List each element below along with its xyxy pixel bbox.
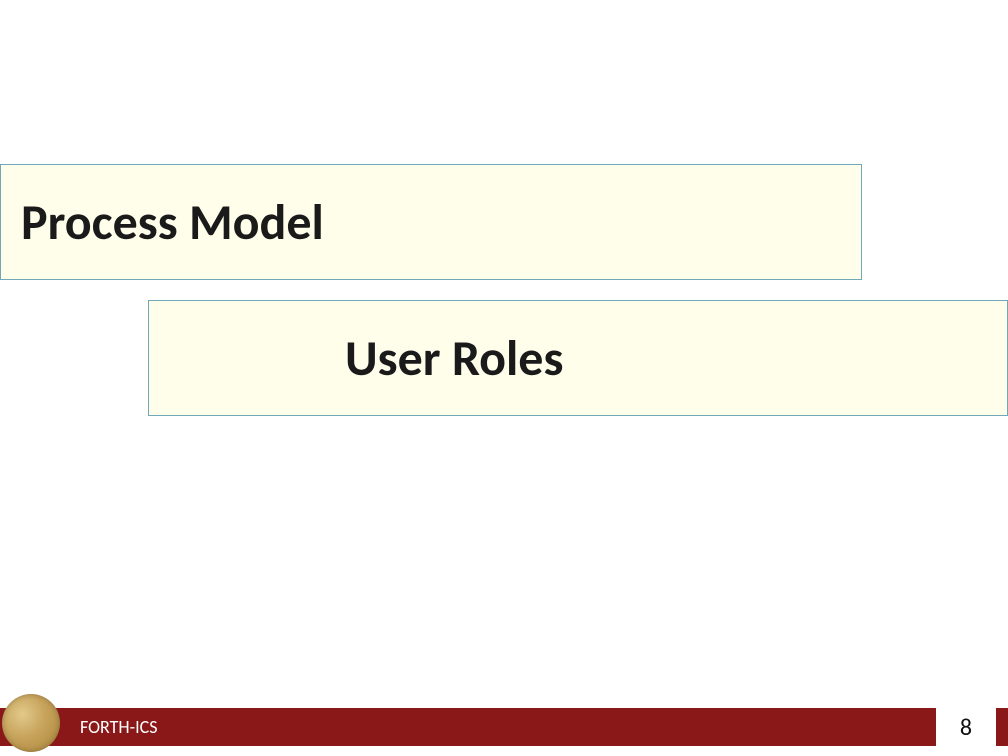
logo-icon [2,694,60,752]
title-box-process-model: Process Model [0,164,862,280]
title-text-process-model: Process Model [21,192,324,253]
page-number-box: 8 [936,708,996,746]
title-text-user-roles: User Roles [345,328,563,389]
footer-bar: FORTH-ICS 8 [0,708,1008,746]
title-box-user-roles: User Roles [148,300,1008,416]
page-number: 8 [960,713,972,742]
footer-org-label: FORTH-ICS [80,716,158,738]
slide: Process Model User Roles FORTH-ICS 8 [0,0,1008,756]
